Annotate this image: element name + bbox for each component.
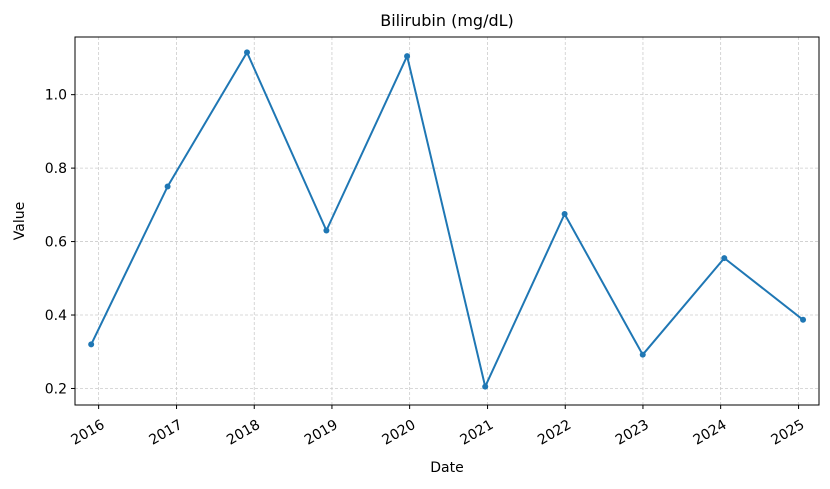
data-point (482, 383, 489, 390)
data-point (404, 53, 411, 60)
grid (75, 37, 819, 405)
x-tick-label: 2018 (224, 417, 263, 449)
data-point (800, 316, 807, 323)
y-axis: 0.2 0.4 0.6 0.8 1.0 (45, 88, 75, 397)
data-point (561, 211, 568, 218)
data-point (244, 49, 251, 56)
plot-frame (74, 36, 820, 406)
y-tick-label: 1.0 (45, 88, 67, 104)
data-point (323, 227, 330, 234)
data-point (721, 255, 728, 262)
series-line (90, 51, 804, 388)
chart-title: Bilirubin (mg/dL) (380, 11, 514, 30)
x-tick-label: 2016 (69, 417, 108, 449)
x-tick-label: 2025 (768, 417, 807, 449)
x-tick-label: 2024 (691, 417, 730, 449)
x-tick-label: 2020 (380, 417, 419, 449)
x-tick-label: 2022 (535, 417, 574, 449)
x-tick-label: 2021 (457, 417, 496, 449)
data-point (639, 351, 646, 358)
x-tick-label: 2017 (146, 417, 185, 449)
y-tick-label: 0.8 (45, 161, 67, 177)
y-tick-label: 0.6 (45, 235, 67, 251)
x-axis-label: Date (430, 460, 463, 476)
y-tick-label: 0.2 (45, 381, 67, 397)
x-tick-label: 2023 (613, 417, 652, 449)
y-tick-label: 0.4 (45, 308, 67, 324)
x-axis: 2016 2017 2018 2019 2020 2021 2022 2023 2024 2025 (69, 405, 807, 449)
y-axis-label: Value (12, 202, 28, 240)
series (88, 49, 807, 390)
data-point (164, 183, 171, 190)
x-tick-label: 2019 (302, 417, 341, 449)
data-point (88, 341, 95, 348)
